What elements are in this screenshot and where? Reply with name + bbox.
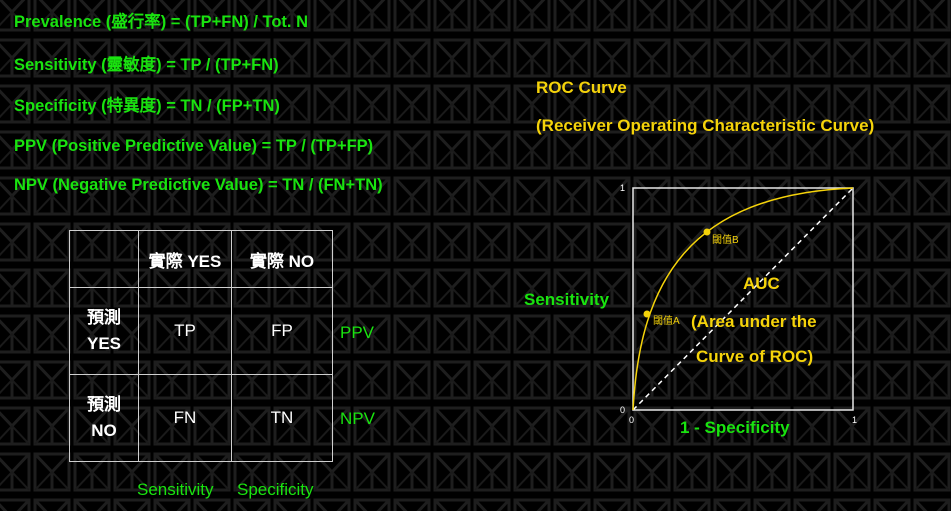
roc-plot-frame bbox=[632, 187, 854, 411]
npv-side-label: NPV bbox=[340, 409, 375, 428]
row-head-no-line1: 預測 bbox=[87, 395, 121, 414]
threshold-b-point bbox=[703, 228, 711, 236]
formula-prevalence: Prevalence (盛行率) = (TP+FN) / Tot. N bbox=[14, 13, 308, 31]
formula-ppv: PPV (Positive Predictive Value) = TP / (… bbox=[14, 137, 374, 155]
row-head-no-line2: NO bbox=[91, 421, 117, 440]
matrix-cell-tn: TN bbox=[231, 374, 333, 462]
x-axis-tick-min: 0 bbox=[629, 415, 634, 425]
roc-x-axis-label: 1 - Specificity bbox=[680, 418, 790, 437]
matrix-cell-tp: TP bbox=[138, 287, 232, 375]
matrix-row-head-predicted-no: 預測 NO bbox=[69, 374, 139, 462]
roc-curve-line bbox=[632, 187, 854, 411]
matrix-row-head-predicted-yes: 預測 YES bbox=[69, 287, 139, 375]
roc-diagonal-reference-line bbox=[632, 187, 854, 411]
formula-sensitivity: Sensitivity (靈敏度) = TP / (TP+FN) bbox=[14, 56, 279, 74]
specificity-bottom-label: Specificity bbox=[237, 480, 314, 499]
confusion-matrix-table: 實際 YES 實際 NO 預測 YES TP FP 預測 NO FN TN bbox=[69, 230, 333, 462]
y-axis-tick-max: 1 bbox=[620, 183, 625, 193]
roc-subtitle: (Receiver Operating Characteristic Curve… bbox=[536, 116, 875, 135]
row-head-yes-line2: YES bbox=[86, 334, 122, 353]
row-head-yes-line1: 預測 bbox=[87, 308, 121, 327]
roc-y-axis-label: Sensitivity bbox=[524, 290, 610, 309]
roc-title: ROC Curve bbox=[536, 78, 627, 97]
auc-description-line2: Curve of ROC) bbox=[696, 347, 814, 366]
auc-label: AUC bbox=[743, 274, 780, 293]
matrix-header-actual-no: 實際 NO bbox=[231, 230, 333, 288]
threshold-a-point bbox=[643, 310, 651, 318]
matrix-row-predicted-no: 預測 NO FN TN bbox=[69, 374, 333, 462]
formula-specificity: Specificity (特異度) = TN / (FP+TN) bbox=[14, 97, 280, 115]
matrix-header-row: 實際 YES 實際 NO bbox=[69, 230, 333, 288]
sensitivity-bottom-label: Sensitivity bbox=[137, 480, 214, 499]
ppv-side-label: PPV bbox=[340, 323, 375, 342]
matrix-cell-fn: FN bbox=[138, 374, 232, 462]
x-axis-tick-max: 1 bbox=[852, 415, 857, 425]
y-axis-tick-origin: 0 bbox=[620, 405, 625, 415]
matrix-cell-fp: FP bbox=[231, 287, 333, 375]
threshold-b-label: 閾值B bbox=[712, 233, 739, 246]
auc-description-line1: (Area under the bbox=[691, 312, 817, 331]
formula-npv: NPV (Negative Predictive Value) = TN / (… bbox=[14, 176, 383, 194]
matrix-corner-cell bbox=[69, 230, 139, 288]
matrix-row-predicted-yes: 預測 YES TP FP bbox=[69, 287, 333, 375]
threshold-a-label: 閾值A bbox=[653, 314, 680, 327]
